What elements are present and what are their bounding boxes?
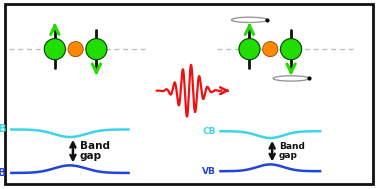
Ellipse shape [239, 39, 260, 60]
Text: VB: VB [202, 167, 216, 176]
Text: VB: VB [0, 168, 7, 178]
Text: Band
gap: Band gap [279, 142, 305, 160]
Ellipse shape [280, 39, 302, 60]
Ellipse shape [263, 42, 278, 57]
Ellipse shape [86, 39, 107, 60]
Text: CB: CB [0, 125, 7, 134]
Ellipse shape [44, 39, 65, 60]
Text: Band
gap: Band gap [80, 141, 110, 161]
Ellipse shape [68, 42, 83, 57]
Text: CB: CB [203, 127, 216, 136]
